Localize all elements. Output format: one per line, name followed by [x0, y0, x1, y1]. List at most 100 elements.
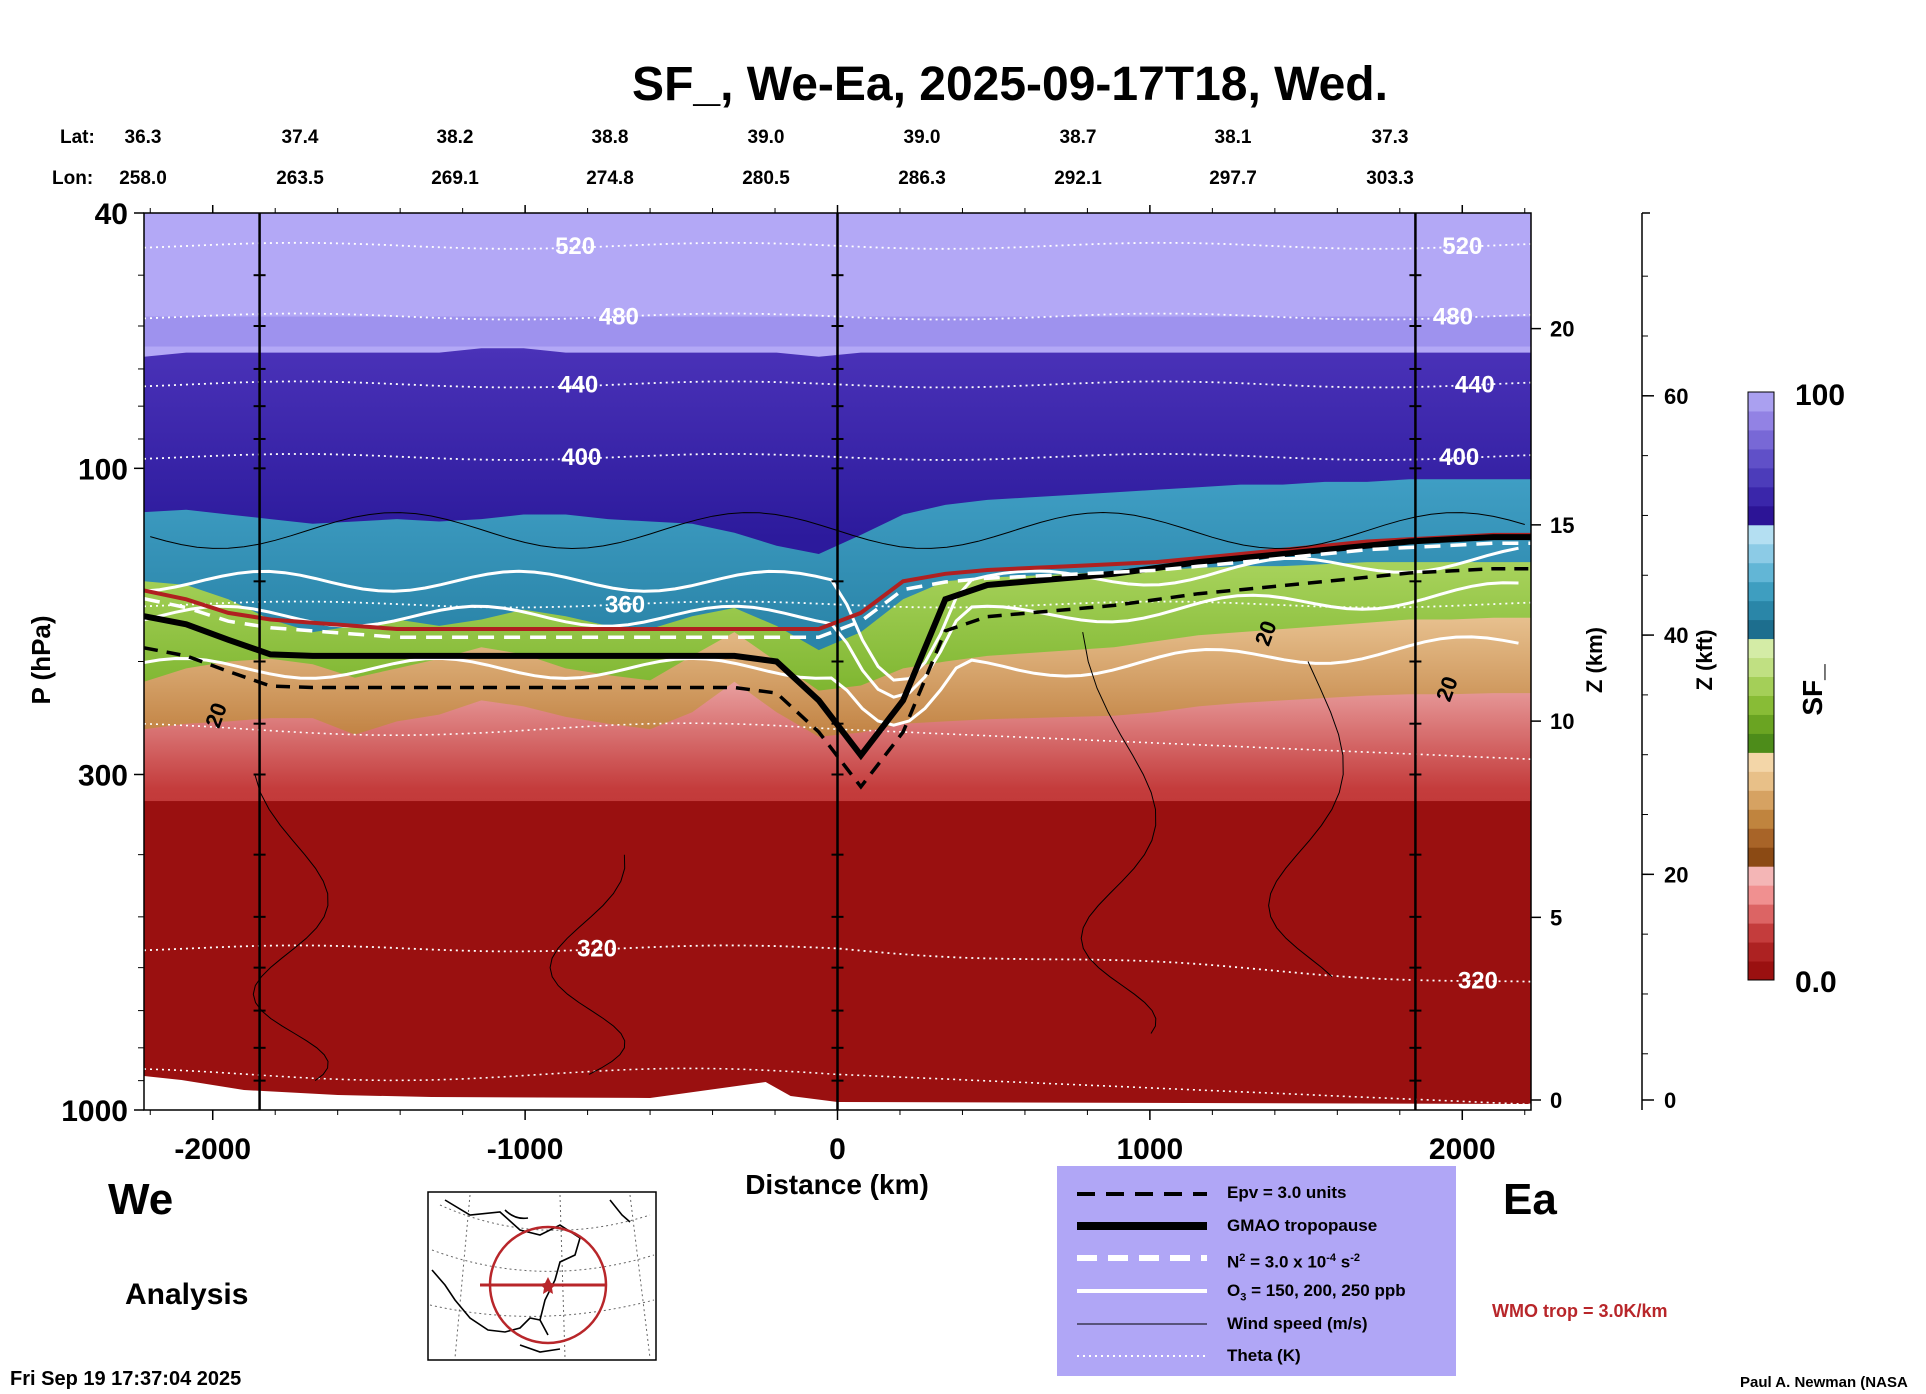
- theta-label: 400: [1439, 444, 1479, 471]
- pressure-tick-label: 40: [95, 198, 128, 231]
- legend-label-epv: Epv = 3.0 units: [1227, 1183, 1347, 1202]
- theta-label: 320: [1458, 968, 1498, 995]
- lat-value: 38.1: [1215, 127, 1252, 148]
- lon-value: 292.1: [1054, 168, 1102, 189]
- legend-label-o3: O3 = 150, 200, 250 ppb: [1227, 1281, 1406, 1304]
- legend-label-theta: Theta (K): [1227, 1346, 1301, 1365]
- colorbar: [1747, 391, 1775, 981]
- lat-value: 36.3: [125, 127, 162, 148]
- height-km-axis-label: Z (km): [1582, 627, 1607, 693]
- colorbar-swatch: [1748, 619, 1774, 640]
- colorbar-swatch: [1748, 809, 1774, 829]
- distance-tick-label: 2000: [1429, 1133, 1496, 1166]
- colorbar-swatch: [1748, 904, 1774, 924]
- theta-label: 440: [558, 371, 598, 398]
- chart-title: SF_, We-Ea, 2025-09-17T18, Wed.: [632, 58, 1388, 111]
- lon-label: Lon:: [52, 168, 93, 189]
- lon-value: 263.5: [276, 168, 324, 189]
- lat-value: 39.0: [904, 127, 941, 148]
- pressure-tick-label: 1000: [61, 1095, 128, 1128]
- lat-value: 38.7: [1060, 127, 1097, 148]
- distance-tick-label: 1000: [1117, 1133, 1184, 1166]
- colorbar-frame: [1747, 391, 1775, 981]
- colorbar-swatch: [1748, 828, 1774, 848]
- legend-label-gmao: GMAO tropopause: [1227, 1216, 1378, 1235]
- height-km-tick-label: 10: [1550, 709, 1574, 734]
- wmo-tropopause-line: [144, 532, 1531, 631]
- colorbar-swatch: [1748, 676, 1774, 696]
- height-kft-tick-label: 40: [1664, 623, 1688, 648]
- lat-value: 38.2: [437, 127, 474, 148]
- colorbar-swatch: [1748, 448, 1774, 469]
- o3-contour-150: [144, 546, 1519, 682]
- colorbar-swatch: [1748, 392, 1774, 412]
- distance-axis-label: Distance (km): [745, 1169, 929, 1200]
- distance-tick-label: 0: [829, 1133, 846, 1166]
- theta-label: 440: [1455, 371, 1495, 398]
- colorbar-swatch: [1748, 771, 1774, 791]
- pressure-tick-label: 300: [78, 759, 128, 792]
- colorbar-swatch: [1748, 733, 1774, 753]
- height-km-tick-label: 5: [1550, 905, 1562, 930]
- inset-center-star: [539, 1277, 557, 1294]
- height-kft-axis-label: Z (kft): [1692, 629, 1717, 690]
- analysis-label: Analysis: [125, 1278, 248, 1311]
- lon-value: 274.8: [586, 168, 634, 189]
- wind-contour: [549, 854, 626, 1075]
- distance-tick-label: -1000: [487, 1133, 564, 1166]
- legend-item-gmao: GMAO tropopause: [1057, 1215, 1456, 1241]
- distance-tick-label: -2000: [174, 1133, 251, 1166]
- colorbar-swatch: [1748, 942, 1774, 962]
- lat-value: 38.8: [592, 127, 629, 148]
- timestamp: Fri Sep 19 17:37:04 2025: [10, 1368, 241, 1390]
- legend-swatch-dashed-black: [1077, 1192, 1207, 1196]
- legend-swatch-thick-black: [1077, 1222, 1207, 1230]
- lon-value: 269.1: [431, 168, 479, 189]
- lon-value: 258.0: [119, 168, 167, 189]
- legend-item-n2: N2 = 3.0 x 10-4 s-2: [1057, 1247, 1456, 1273]
- o3-contour-250: [144, 635, 1519, 727]
- theta-label: 520: [1442, 233, 1482, 260]
- legend-swatch-dashed-white: [1077, 1255, 1207, 1261]
- colorbar-min-label: 0.0: [1795, 966, 1837, 999]
- legend-swatch-solid-white: [1077, 1289, 1207, 1293]
- height-kft-tick-label: 60: [1664, 384, 1688, 409]
- gmao-tropopause-line: [144, 534, 1531, 761]
- colorbar-swatch: [1748, 847, 1774, 867]
- colorbar-swatch: [1748, 657, 1774, 678]
- height-kft-tick-label: 0: [1664, 1088, 1676, 1113]
- lon-value: 303.3: [1366, 168, 1414, 189]
- colorbar-swatch: [1748, 790, 1774, 810]
- legend-label-n2: N2 = 3.0 x 10-4 s-2: [1227, 1252, 1360, 1272]
- legend-swatch-thin-black: [1077, 1323, 1207, 1325]
- wmo-trop-label: WMO trop = 3.0K/km: [1492, 1301, 1668, 1321]
- theta-label: 360: [605, 591, 645, 618]
- theta-label: 480: [599, 304, 639, 331]
- lat-value: 37.4: [282, 127, 319, 148]
- height-km-tick-label: 0: [1550, 1088, 1562, 1113]
- epv-dashed-line: [144, 566, 1531, 790]
- legend: Epv = 3.0 units GMAO tropopause N2 = 3.0…: [1057, 1166, 1456, 1376]
- pressure-axis-label: P (hPa): [26, 615, 56, 704]
- credit: Paul A. Newman (NASA: [1740, 1374, 1908, 1391]
- colorbar-swatch: [1748, 600, 1774, 621]
- theta-label: 320: [577, 935, 617, 962]
- west-label: We: [108, 1175, 173, 1224]
- colorbar-swatch: [1748, 524, 1774, 545]
- colorbar-swatch: [1748, 923, 1774, 943]
- height-km-tick-label: 15: [1550, 513, 1574, 538]
- height-kft-tick-label: 20: [1664, 862, 1688, 887]
- colorbar-swatch: [1748, 638, 1774, 659]
- n2-dashed-line: [144, 541, 1531, 640]
- lat-values: 36.3 37.4 38.2 38.8 39.0 39.0 38.7 38.1 37.3: [125, 127, 1409, 148]
- colorbar-swatch: [1748, 695, 1774, 715]
- inset-map: [427, 1191, 657, 1361]
- east-label: Ea: [1503, 1175, 1557, 1224]
- wind-contour: [252, 774, 329, 1081]
- colorbar-swatch: [1748, 866, 1774, 886]
- colorbar-max-label: 100: [1795, 379, 1845, 412]
- theta-label: 400: [561, 444, 601, 471]
- lat-label: Lat:: [60, 127, 95, 148]
- legend-swatch-dotted-white: [1077, 1355, 1207, 1357]
